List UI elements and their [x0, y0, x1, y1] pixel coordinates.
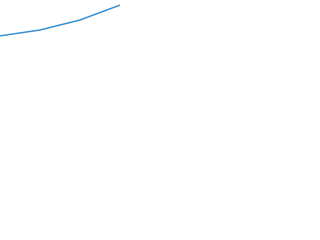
line	[0, 4, 120, 37]
chart	[0, 4, 120, 37]
